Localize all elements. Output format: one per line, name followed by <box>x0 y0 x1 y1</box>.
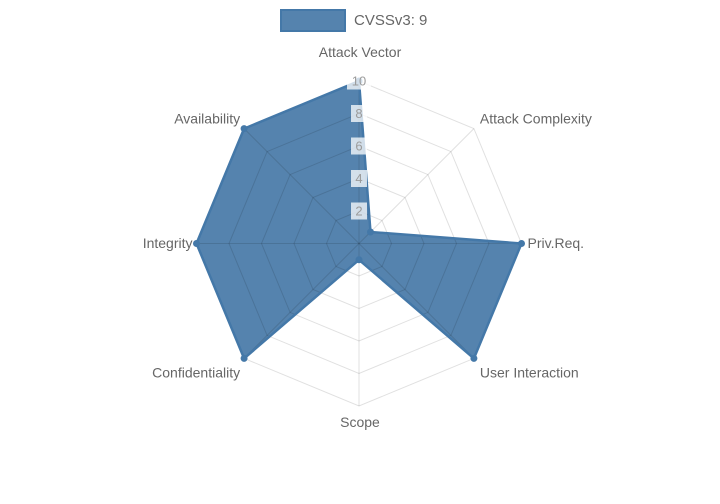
radar-grid-ring-4 <box>293 177 425 310</box>
radar-tick-label-2: 2 <box>355 204 362 219</box>
radar-vertex-point-6[interactable] <box>193 240 200 247</box>
radar-series-area <box>196 81 522 359</box>
legend-item-cvssv3[interactable]: CVSSv3: 9 <box>280 9 427 32</box>
radar-tick-backdrop-6 <box>351 137 367 155</box>
radar-tick-label-4: 4 <box>355 171 362 186</box>
radar-tick-backdrop-2 <box>351 202 367 220</box>
radar-vertex-point-3[interactable] <box>470 354 478 362</box>
radar-axis-label-attack-complexity: Attack Complexity <box>480 111 592 127</box>
radar-angle-line-5 <box>243 243 360 359</box>
radar-axis-label-attack-vector: Attack Vector <box>319 44 402 60</box>
radar-tick-label-10: 10 <box>352 74 366 89</box>
radar-vertex-point-7[interactable] <box>240 125 248 133</box>
radar-angle-line-1 <box>358 128 475 244</box>
radar-vertex-point-5[interactable] <box>240 354 248 362</box>
radar-grid-ring-6 <box>260 145 458 342</box>
radar-axis-label-availability: Availability <box>174 111 240 127</box>
radar-tick-backdrop-10 <box>347 72 371 90</box>
radar-angle-line-3 <box>358 243 475 359</box>
radar-tick-label-8: 8 <box>355 106 362 121</box>
radar-vertex-point-2[interactable] <box>518 240 525 247</box>
radar-grid-ring-2 <box>325 210 393 277</box>
radar-axis-label-confidentiality: Confidentiality <box>152 364 240 380</box>
radar-tick-label-6: 6 <box>355 139 362 154</box>
radar-tick-backdrop-4 <box>351 170 367 187</box>
radar-tick-backdrop-8 <box>351 105 367 122</box>
radar-axis-label-integrity: Integrity <box>143 235 193 251</box>
radar-axis-label-scope: Scope <box>340 414 380 430</box>
radar-axis-label-user-interaction: User Interaction <box>480 364 579 380</box>
radar-vertex-point-1[interactable] <box>366 228 374 236</box>
legend-swatch <box>280 9 346 32</box>
legend-label: CVSSv3: 9 <box>354 12 428 29</box>
radar-axis-label-priv-req-: Priv.Req. <box>528 235 585 251</box>
radar-angle-line-7 <box>243 128 360 244</box>
radar-grid-ring-8 <box>228 112 490 375</box>
radar-vertex-point-4[interactable] <box>355 256 363 264</box>
